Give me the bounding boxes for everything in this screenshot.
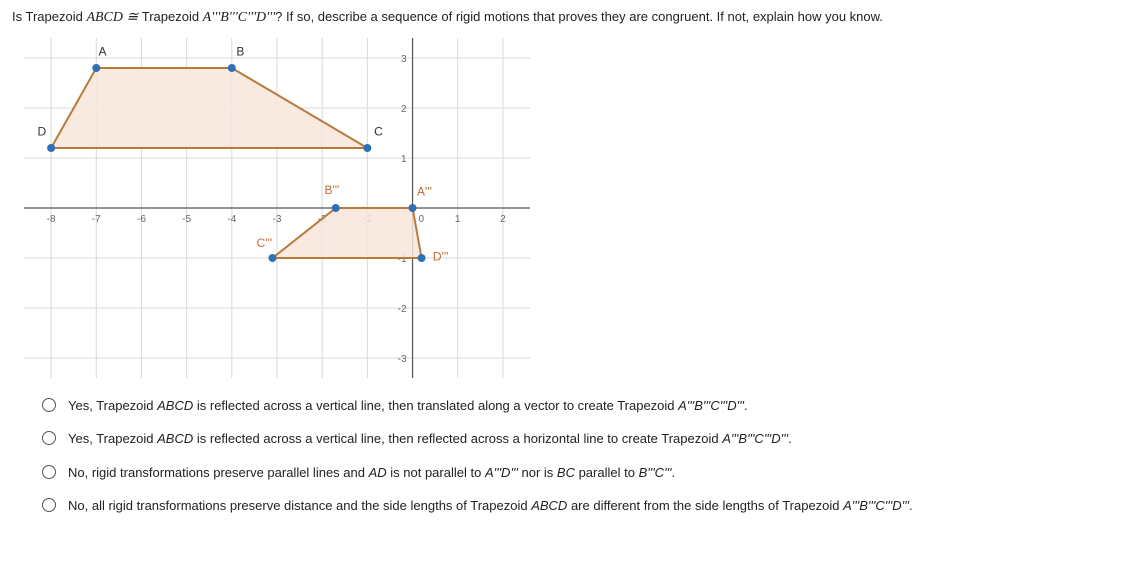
chart-container: -8-7-6-5-4-3-2-112-3-2-11230ABDCA'''B'''… [24, 38, 1113, 378]
radio-icon[interactable] [42, 431, 56, 445]
q-math2: A'''B'''C'''D''' [203, 10, 275, 25]
svg-text:-5: -5 [182, 214, 191, 225]
svg-text:C: C [374, 124, 383, 138]
svg-text:-2: -2 [398, 304, 407, 315]
svg-text:-3: -3 [273, 214, 282, 225]
svg-text:-3: -3 [398, 354, 407, 365]
svg-text:D''': D''' [433, 249, 449, 263]
svg-text:1: 1 [401, 154, 407, 165]
svg-text:B: B [236, 44, 244, 58]
radio-icon[interactable] [42, 465, 56, 479]
svg-text:-7: -7 [92, 214, 101, 225]
radio-icon[interactable] [42, 398, 56, 412]
option-2[interactable]: Yes, Trapezoid ABCD is reflected across … [42, 429, 1113, 449]
option-4-text: No, all rigid transformations preserve d… [68, 496, 1113, 516]
svg-text:-8: -8 [47, 214, 56, 225]
option-3[interactable]: No, rigid transformations preserve paral… [42, 463, 1113, 483]
svg-text:2: 2 [500, 214, 506, 225]
options-group: Yes, Trapezoid ABCD is reflected across … [42, 396, 1113, 516]
option-1[interactable]: Yes, Trapezoid ABCD is reflected across … [42, 396, 1113, 416]
q-congruent: ≅ [123, 10, 142, 25]
svg-text:D: D [38, 124, 47, 138]
option-2-text: Yes, Trapezoid ABCD is reflected across … [68, 429, 1113, 449]
svg-text:0: 0 [419, 214, 425, 225]
svg-text:1: 1 [455, 214, 461, 225]
q-math1: ABCD [86, 10, 123, 25]
question-text: Is Trapezoid ABCD ≅ Trapezoid A'''B'''C'… [12, 8, 1113, 28]
svg-text:A: A [99, 44, 107, 58]
option-3-text: No, rigid transformations preserve paral… [68, 463, 1113, 483]
svg-text:2: 2 [401, 104, 407, 115]
q-prefix2: Trapezoid [142, 9, 203, 24]
svg-text:-6: -6 [137, 214, 146, 225]
option-1-text: Yes, Trapezoid ABCD is reflected across … [68, 396, 1113, 416]
svg-text:B''': B''' [324, 183, 339, 197]
coordinate-chart: -8-7-6-5-4-3-2-112-3-2-11230ABDCA'''B'''… [24, 38, 530, 378]
option-4[interactable]: No, all rigid transformations preserve d… [42, 496, 1113, 516]
q-suffix: ? If so, describe a sequence of rigid mo… [275, 9, 883, 24]
svg-text:-4: -4 [227, 214, 236, 225]
svg-text:3: 3 [401, 54, 407, 65]
svg-text:A''': A''' [417, 184, 432, 198]
q-prefix: Is Trapezoid [12, 9, 86, 24]
svg-text:C''': C''' [257, 236, 273, 250]
radio-icon[interactable] [42, 498, 56, 512]
